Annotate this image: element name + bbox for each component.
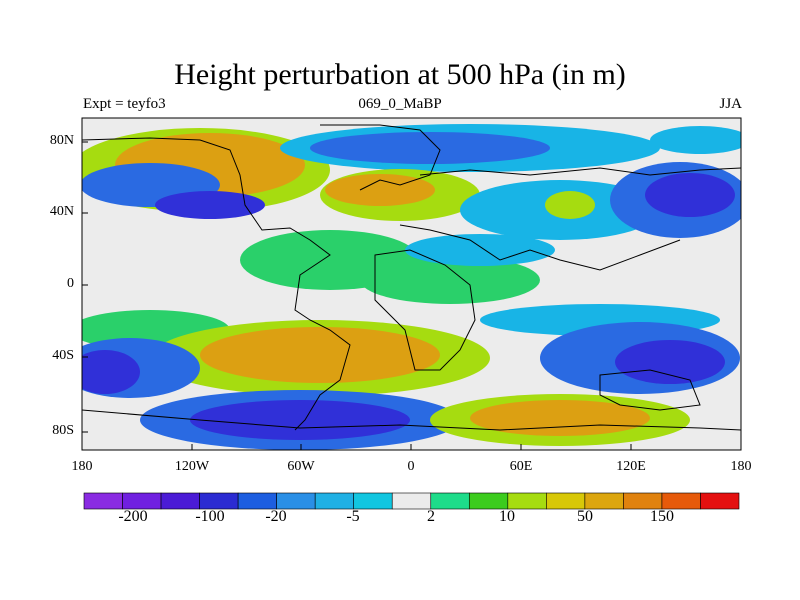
- colorbar-swatch: [314, 492, 355, 510]
- lon-label-60w: 60W: [287, 459, 315, 474]
- colorbar-label: 10: [499, 508, 515, 525]
- axis-ticks: [81, 141, 742, 450]
- colorbar: [83, 492, 740, 510]
- lon-label-180w: 180: [71, 459, 93, 474]
- colorbar-swatch: [160, 492, 200, 510]
- lat-label-80n: 80N: [49, 133, 74, 148]
- contour-pse-orange: [470, 400, 650, 436]
- colorbar-swatch: [237, 492, 277, 510]
- colorbar-label: 150: [650, 508, 674, 525]
- colorbar-label: 50: [577, 508, 593, 525]
- colorbar-swatch: [83, 492, 123, 510]
- contour-ps-deepblue: [190, 400, 410, 440]
- coast-africa: [374, 249, 476, 371]
- plot-title: Height perturbation at 500 hPa (in m): [174, 58, 626, 91]
- colorbar-swatch: [122, 492, 162, 510]
- colorbar-swatch: [661, 492, 701, 510]
- colorbar-label: -5: [346, 508, 360, 525]
- contour-se-deepblue: [615, 340, 725, 384]
- colorbar-label: -200: [118, 508, 148, 525]
- colorbar-label: -100: [195, 508, 225, 525]
- colorbar-swatch: [700, 492, 740, 510]
- colorbar-swatch: [199, 492, 239, 510]
- lat-label-40s: 40S: [52, 348, 74, 363]
- contour-eur-yellow: [545, 191, 595, 219]
- period-label: 069_0_MaBP: [358, 96, 442, 112]
- coast-antarctica: [82, 409, 741, 431]
- colorbar-swatch: [391, 492, 432, 510]
- lon-label-0: 0: [407, 459, 415, 474]
- contour-n-deepblue: [155, 191, 265, 219]
- coast-eurasia-north: [419, 167, 741, 176]
- contour-eq-cyan: [405, 234, 555, 266]
- colorbar-swatch: [546, 492, 586, 510]
- lat-label-40n: 40N: [49, 204, 74, 219]
- colorbar-swatch: [468, 492, 509, 510]
- contour-field: [82, 118, 741, 450]
- lon-label-120e: 120E: [616, 459, 646, 474]
- lat-label-80s: 80S: [52, 423, 74, 438]
- colorbar-swatch: [507, 492, 547, 510]
- contour-asia-deepblue: [645, 173, 735, 217]
- colorbar-swatch: [584, 492, 624, 510]
- colorbar-swatch: [353, 492, 393, 510]
- lon-label-180e: 180: [730, 459, 752, 474]
- contour-sw-deepblue: [82, 350, 140, 394]
- contour-ne-cyan: [650, 126, 741, 154]
- colorbar-label: -20: [265, 508, 287, 525]
- coast-eurasia-south: [399, 224, 681, 271]
- coast-australia: [599, 369, 701, 411]
- coastlines: [82, 124, 741, 431]
- contour-s-orange: [200, 327, 440, 383]
- colorbar-label: 2: [427, 508, 435, 525]
- contour-arctic-blue: [310, 132, 550, 164]
- coast-americas: [82, 137, 351, 431]
- lat-label-0: 0: [67, 276, 74, 291]
- colorbar-swatch: [276, 492, 316, 510]
- experiment-label: Expt = teyfo3: [83, 96, 166, 112]
- colorbar-swatch: [623, 492, 663, 510]
- lon-label-60e: 60E: [509, 459, 533, 474]
- coast-greenland: [320, 124, 441, 191]
- lon-label-120w: 120W: [174, 459, 210, 474]
- season-label: JJA: [719, 96, 742, 112]
- colorbar-swatch: [430, 492, 470, 510]
- contour-eq-green-2: [360, 256, 540, 304]
